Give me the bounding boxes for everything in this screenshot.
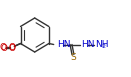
Text: 2: 2	[102, 44, 106, 49]
Text: HN: HN	[82, 40, 95, 49]
Text: O: O	[0, 44, 7, 53]
Text: HN: HN	[58, 40, 71, 49]
Text: O: O	[9, 44, 16, 53]
Text: O: O	[9, 43, 16, 52]
Text: O: O	[0, 43, 7, 52]
Text: NH: NH	[95, 40, 109, 49]
Text: S: S	[70, 53, 76, 62]
